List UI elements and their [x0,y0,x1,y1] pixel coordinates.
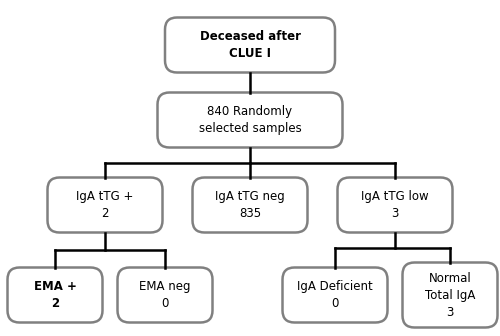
Text: EMA neg
0: EMA neg 0 [139,280,191,310]
FancyBboxPatch shape [282,267,388,323]
FancyBboxPatch shape [338,177,452,233]
FancyBboxPatch shape [8,267,102,323]
Text: IgA tTG +
2: IgA tTG + 2 [76,190,134,220]
Text: 840 Randomly
selected samples: 840 Randomly selected samples [198,105,302,135]
Text: Deceased after
CLUE I: Deceased after CLUE I [200,30,300,60]
FancyBboxPatch shape [118,267,212,323]
FancyBboxPatch shape [402,262,498,328]
FancyBboxPatch shape [165,17,335,73]
Text: IgA tTG low
3: IgA tTG low 3 [361,190,429,220]
Text: EMA +
2: EMA + 2 [34,280,76,310]
FancyBboxPatch shape [48,177,162,233]
FancyBboxPatch shape [192,177,308,233]
Text: IgA Deficient
0: IgA Deficient 0 [297,280,373,310]
Text: Normal
Total IgA
3: Normal Total IgA 3 [425,271,475,319]
FancyBboxPatch shape [158,92,342,148]
Text: IgA tTG neg
835: IgA tTG neg 835 [215,190,285,220]
